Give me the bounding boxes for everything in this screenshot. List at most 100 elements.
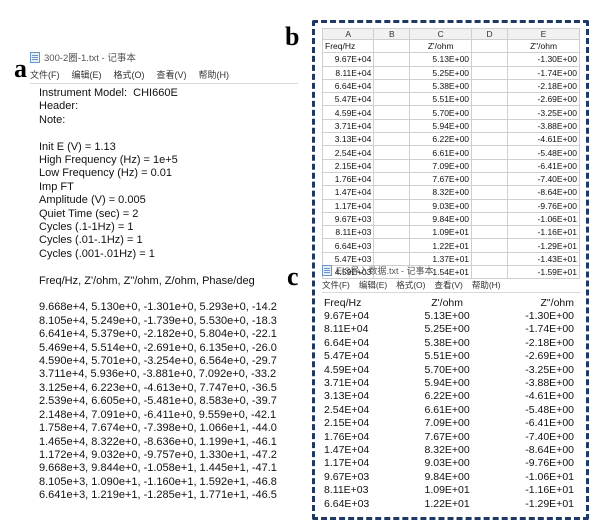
menu-view[interactable]: 查看(V) [434,280,463,290]
table-cell[interactable] [373,145,411,160]
table-cell[interactable] [471,65,508,80]
menu-file[interactable]: 文件(F) [322,280,350,290]
table-cell[interactable] [471,105,508,120]
table-cell[interactable]: 5.13E+00 [409,52,473,67]
table-cell[interactable] [373,265,411,280]
table-cell[interactable]: -7.40E+00 [507,171,580,187]
header-cell[interactable]: Z"/ohm [507,38,580,54]
table-cell[interactable]: 9.03E+00 [409,198,473,213]
header-cell[interactable]: Z'/ohm [409,38,473,54]
table-cell[interactable]: 6.61E+00 [409,145,473,160]
table-cell[interactable]: -8.64E+00 [507,185,580,200]
menu-edit[interactable]: 编辑(E) [71,70,102,80]
table-cell[interactable] [471,198,508,213]
table-cell[interactable]: -1.29E+01 [507,238,580,253]
column-header-a[interactable]: A [321,28,375,40]
table-cell[interactable]: 5.47E+04 [321,92,375,107]
table-cell[interactable]: -9.76E+00 [507,198,580,213]
table-cell[interactable]: -2.18E+00 [507,78,580,94]
table-cell[interactable]: 7.67E+00 [409,171,473,187]
table-cell[interactable] [471,211,508,227]
table-cell[interactable] [471,171,508,187]
table-cell[interactable]: 5.94E+00 [409,118,473,134]
table-cell[interactable]: 2.54E+04 [321,145,375,160]
table-cell[interactable]: 2.15E+04 [321,158,375,173]
table-cell[interactable]: 1.09E+01 [409,225,473,240]
table-cell[interactable] [373,52,411,67]
table-cell[interactable]: 3.13E+04 [321,132,375,147]
table-cell[interactable] [471,132,508,147]
table-cell[interactable]: -6.41E+00 [507,158,580,173]
table-cell[interactable]: 4.59E+04 [321,105,375,120]
table-cell[interactable]: -1.59E+01 [507,265,580,280]
column-header-c[interactable]: C [409,28,473,40]
table-cell[interactable] [471,238,508,253]
text-editor-area[interactable]: Instrument Model: CHI660E Header: Note: Ini… [30,87,298,503]
table-cell[interactable]: 1.47E+04 [321,185,375,200]
table-cell[interactable] [373,65,411,80]
menu-format[interactable]: 格式(O) [113,70,145,80]
table-cell[interactable]: 1.76E+04 [321,171,375,187]
table-cell[interactable] [471,78,508,94]
table-cell[interactable] [373,198,411,213]
table-cell[interactable]: -5.48E+00 [507,145,580,160]
table-cell[interactable] [373,185,411,200]
table-cell[interactable]: -1.06E+01 [507,211,580,227]
table-cell[interactable] [373,238,411,253]
table-cell[interactable] [373,118,411,134]
header-cell[interactable]: Freq/Hz [321,38,375,54]
menu-help[interactable]: 帮助(H) [471,280,501,290]
table-cell[interactable]: 8.11E+03 [321,225,375,240]
table-cell[interactable]: 6.22E+00 [409,132,473,147]
menu-format[interactable]: 格式(O) [396,280,426,290]
table-cell[interactable]: 5.70E+00 [409,105,473,120]
header-cell[interactable] [471,38,508,54]
table-cell[interactable] [373,78,411,94]
menu-view[interactable]: 查看(V) [156,70,187,80]
table-cell[interactable]: 1.22E+01 [409,238,473,253]
table-cell[interactable] [471,145,508,160]
table-cell[interactable]: -1.74E+00 [507,65,580,80]
table-cell[interactable] [471,185,508,200]
table-cell[interactable]: 1.17E+04 [321,198,375,213]
table-cell[interactable]: 6.64E+03 [321,238,375,253]
table-cell[interactable]: 5.51E+00 [409,92,473,107]
table-cell[interactable]: 6.64E+04 [321,78,375,94]
table-cell[interactable] [373,225,411,240]
table-cell[interactable] [373,92,411,107]
header-cell[interactable] [373,38,411,54]
table-cell[interactable]: 9.67E+03 [321,211,375,227]
table-cell[interactable]: -1.16E+01 [507,225,580,240]
table-cell[interactable] [471,158,508,173]
eis-data-text[interactable]: Freq/Hz Z'/ohm Z"/ohm 9.67E+04 5.13E+00 -1… [322,296,580,510]
column-header-e[interactable]: E [507,28,580,40]
table-cell[interactable] [373,158,411,173]
table-cell[interactable]: 5.25E+00 [409,65,473,80]
table-cell[interactable]: 7.09E+00 [409,158,473,173]
table-cell[interactable]: 3.71E+04 [321,118,375,134]
table-cell[interactable] [373,171,411,187]
table-cell[interactable]: -4.61E+00 [507,132,580,147]
data-value: -6.41E+00 [525,417,574,430]
table-cell[interactable]: -3.88E+00 [507,118,580,134]
table-cell[interactable] [471,92,508,107]
table-cell[interactable] [373,105,411,120]
menu-file[interactable]: 文件(F) [30,70,60,80]
table-cell[interactable]: 8.11E+04 [321,65,375,80]
table-cell[interactable]: -3.25E+00 [507,105,580,120]
menu-edit[interactable]: 编辑(E) [358,280,388,290]
table-cell[interactable] [471,225,508,240]
table-cell[interactable] [373,211,411,227]
table-cell[interactable]: 8.32E+00 [409,185,473,200]
column-header-b[interactable]: B [373,28,411,40]
table-cell[interactable]: 9.84E+00 [409,211,473,227]
column-header-d[interactable]: D [471,28,508,40]
table-cell[interactable] [373,132,411,147]
table-cell[interactable]: -2.69E+00 [507,92,580,107]
table-cell[interactable] [471,52,508,67]
table-cell[interactable]: 5.38E+00 [409,78,473,94]
menu-help[interactable]: 帮助(H) [198,70,230,80]
table-cell[interactable] [471,118,508,134]
table-cell[interactable]: -1.30E+00 [507,52,580,67]
table-cell[interactable]: 9.67E+04 [321,52,375,67]
